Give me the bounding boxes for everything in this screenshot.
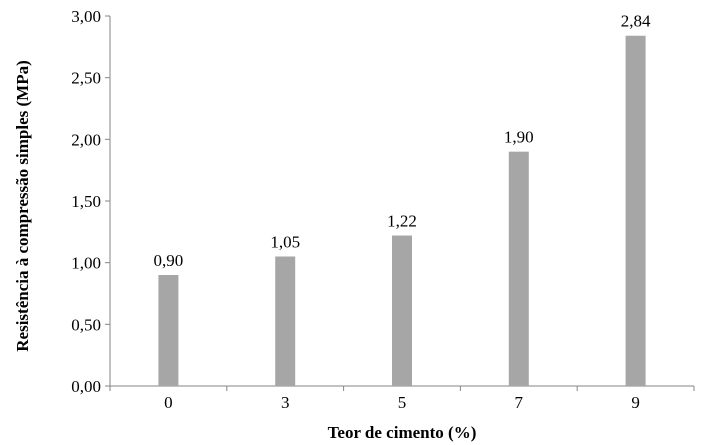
- y-axis-title: Resistência à compressão simples (MPa): [13, 60, 32, 351]
- y-axis: 0,00 0,50 1,00 1,50 2,00 2,50 3,00: [71, 7, 111, 396]
- x-tick-label: 3: [281, 393, 290, 412]
- x-tick-label: 5: [398, 393, 407, 412]
- data-labels: 0,90 1,05 1,22 1,90 2,84: [154, 12, 651, 270]
- bar-value-label: 1,90: [504, 128, 534, 147]
- y-tick-label: 1,00: [71, 254, 101, 273]
- y-tick-label: 1,50: [71, 192, 101, 211]
- bar: [392, 235, 412, 386]
- bar-value-label: 2,84: [621, 12, 651, 31]
- bar: [158, 275, 179, 386]
- bar: [275, 256, 296, 386]
- x-axis: 0 3 5 7 9: [109, 385, 695, 412]
- x-axis-title: Teor de cimento (%): [328, 423, 477, 442]
- y-tick-label: 3,00: [71, 7, 101, 26]
- bar: [625, 35, 646, 386]
- x-tick-label: 7: [515, 393, 524, 412]
- bar-value-label: 0,90: [154, 251, 184, 270]
- bar-value-label: 1,05: [270, 233, 300, 252]
- x-tick-label: 9: [631, 393, 640, 412]
- x-tick-label: 0: [164, 393, 173, 412]
- y-tick-label: 2,00: [71, 130, 101, 149]
- bar-value-label: 1,22: [387, 212, 417, 231]
- y-tick-label: 2,50: [71, 69, 101, 88]
- bars: [158, 35, 646, 386]
- y-tick-label: 0,50: [71, 315, 101, 334]
- bar: [508, 151, 529, 386]
- y-tick-label: 0,00: [71, 377, 101, 396]
